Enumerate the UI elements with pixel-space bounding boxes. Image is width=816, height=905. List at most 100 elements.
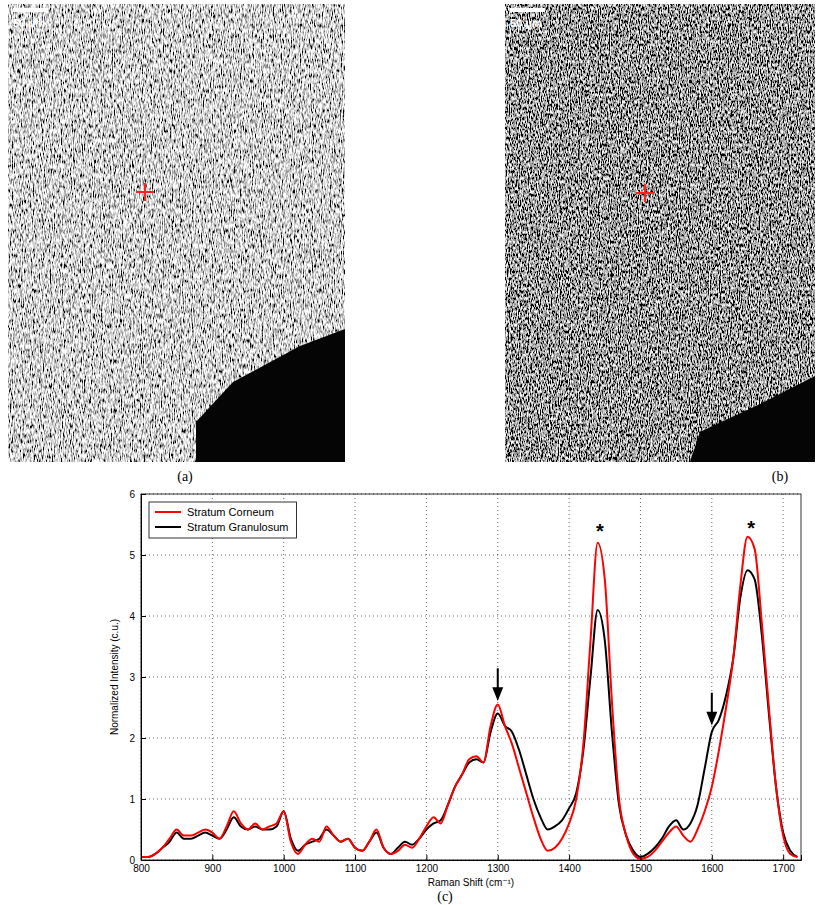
tick-label: 800: [133, 863, 150, 874]
tick-label: 6: [129, 489, 135, 500]
arrow: [494, 668, 502, 698]
panel-label: (b): [772, 469, 789, 485]
cross-marker: [136, 183, 154, 201]
tick-label: 1200: [416, 863, 439, 874]
tick-mark: [498, 855, 499, 860]
panel-label: (a): [177, 469, 193, 485]
tick: 0: [129, 855, 146, 866]
tick-mark: [141, 860, 146, 861]
image-panel: 50 μm: [8, 4, 345, 462]
axis-line: [142, 495, 147, 861]
image-texture: [8, 4, 345, 462]
tick: 1300: [487, 855, 510, 874]
tick-mark: [640, 855, 641, 860]
tick: 1100: [345, 855, 367, 874]
legend-swatch: [155, 511, 181, 513]
tick-mark: [212, 855, 213, 860]
tick: 2: [129, 733, 146, 744]
tick: 1400: [558, 855, 581, 874]
x-axis-title: Raman Shift (cm⁻¹): [428, 877, 514, 888]
plot-frame: [141, 494, 801, 860]
tick-mark: [569, 855, 570, 860]
tick: 6: [129, 489, 146, 500]
grid-line: [355, 494, 356, 860]
tick: 3: [129, 672, 146, 683]
tick-mark: [783, 855, 784, 860]
image-dark-region: [196, 329, 345, 462]
tick-label: 3: [129, 672, 135, 683]
grid-line: [640, 494, 641, 860]
tick-mark: [141, 738, 146, 739]
legend: Stratum Corneum Stratum Granulosum: [149, 502, 296, 538]
tick-label: 1000: [273, 863, 296, 874]
tick-label: 0: [129, 855, 135, 866]
tick-label: 900: [205, 863, 222, 874]
lines: [141, 537, 797, 859]
scale-bar-label: 50 μm: [13, 17, 45, 29]
tick: 5: [129, 550, 146, 561]
tick-label: 1100: [345, 863, 367, 874]
image-background: [8, 4, 345, 462]
annotations: **: [494, 517, 755, 723]
tick: 1600: [701, 855, 724, 874]
grid-line: [141, 555, 801, 556]
tick-mark: [426, 855, 427, 860]
annotation: *: [747, 517, 755, 539]
arrow: [708, 693, 716, 723]
image-background: [505, 4, 815, 462]
tick-label: 1600: [701, 863, 724, 874]
grid-line: [212, 494, 213, 860]
tick-mark: [284, 855, 285, 860]
axis-line: [142, 855, 802, 861]
tick-label: 4: [129, 611, 135, 622]
tick-label: 1700: [773, 863, 796, 874]
tick-mark: [141, 799, 146, 800]
x-axis: 800 900 1000 1100 1200 1300 1400 1500 1600 1700: [133, 855, 801, 874]
tick: 1000: [273, 855, 296, 874]
grid-line: [141, 799, 801, 800]
grid-line: [783, 494, 784, 860]
legend-box: [149, 502, 296, 538]
legend-label: Stratum Corneum: [187, 506, 274, 518]
tick: 4: [129, 611, 146, 622]
chart: 800 900 1000 1100 1200 1300 1400 1500 1600 1700 0 1…: [109, 489, 802, 888]
y-axis-title: Normalized Intensity (c.u.): [109, 619, 120, 735]
scale-bar-label: 50 μm: [510, 17, 542, 29]
tick-label: 1400: [558, 863, 581, 874]
tick-label: 1500: [630, 863, 653, 874]
grid-line: [283, 494, 284, 860]
tick-mark: [141, 616, 146, 617]
grid: [141, 494, 801, 860]
image-panel: 50 μm: [505, 4, 815, 462]
tick-mark: [141, 677, 146, 678]
tick: 1700: [773, 855, 796, 874]
y-axis: 0 1 2 3 4 5 6: [129, 489, 146, 866]
tick-mark: [355, 855, 356, 860]
tick: 1200: [416, 855, 439, 874]
grid-line: [141, 738, 801, 739]
grid-line: [711, 494, 712, 860]
tick: 1500: [630, 855, 653, 874]
tick-label: 2: [129, 733, 135, 744]
tick: 1: [129, 794, 146, 805]
legend-label: Stratum Granulosum: [187, 521, 288, 533]
tick-mark: [712, 855, 713, 860]
tick-label: 1300: [487, 863, 510, 874]
panel-label: (c): [437, 889, 453, 905]
cross-marker: [636, 184, 654, 202]
tick-mark: [141, 555, 146, 556]
figure: 50 μm(a)50 μm(b)800900100011001200130014…: [0, 0, 816, 905]
annotation: *: [596, 520, 604, 542]
tick-label: 5: [129, 550, 135, 561]
grid-line: [141, 616, 801, 617]
plot-background: [141, 494, 801, 860]
series-line: [141, 570, 797, 857]
tick: 900: [205, 855, 222, 874]
tick-label: 1: [129, 794, 135, 805]
scale-bar: [510, 8, 545, 12]
image-dark-region: [690, 376, 815, 462]
grid-line: [141, 677, 801, 678]
legend-swatch: [155, 526, 181, 528]
image-texture: [505, 4, 815, 462]
scale-bar: [13, 8, 48, 12]
